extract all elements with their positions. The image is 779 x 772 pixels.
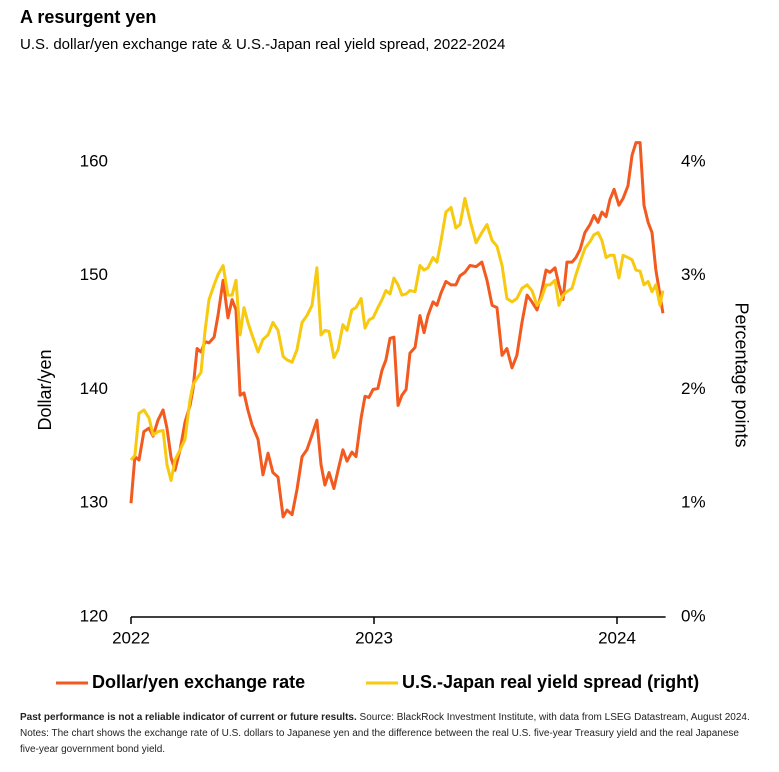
footnote-bold: Past performance is not a reliable indic… <box>20 712 357 723</box>
series-line <box>129 196 665 482</box>
chart-subtitle: U.S. dollar/yen exchange rate & U.S.-Jap… <box>20 36 505 53</box>
y2-tick-label: 3% <box>681 265 706 284</box>
legend-label: U.S.-Japan real yield spread (right) <box>402 672 699 692</box>
y-tick-label: 140 <box>80 379 108 398</box>
y2-axis-label: Percentage points <box>731 302 751 447</box>
y-axis-label: Dollar/yen <box>35 349 55 430</box>
chart-title: A resurgent yen <box>20 7 156 27</box>
chart: A resurgent yen U.S. dollar/yen exchange… <box>20 7 751 692</box>
legend-label: Dollar/yen exchange rate <box>92 672 305 692</box>
footnote: Past performance is not a reliable indic… <box>20 710 760 758</box>
series-line <box>129 141 665 519</box>
y2-tick-label: 2% <box>681 379 706 398</box>
y-tick-label: 130 <box>80 493 108 512</box>
x-tick-label: 2022 <box>112 628 150 647</box>
footnote-text: Source: BlackRock Investment Institute, … <box>20 712 750 755</box>
x-tick-label: 2023 <box>355 628 393 647</box>
x-tick-label: 2024 <box>598 628 636 647</box>
y-tick-label: 120 <box>80 606 108 625</box>
y2-tick-label: 4% <box>681 151 706 170</box>
y-tick-label: 160 <box>80 151 108 170</box>
y2-tick-label: 1% <box>681 493 706 512</box>
y-tick-label: 150 <box>80 265 108 284</box>
y2-tick-label: 0% <box>681 606 706 625</box>
